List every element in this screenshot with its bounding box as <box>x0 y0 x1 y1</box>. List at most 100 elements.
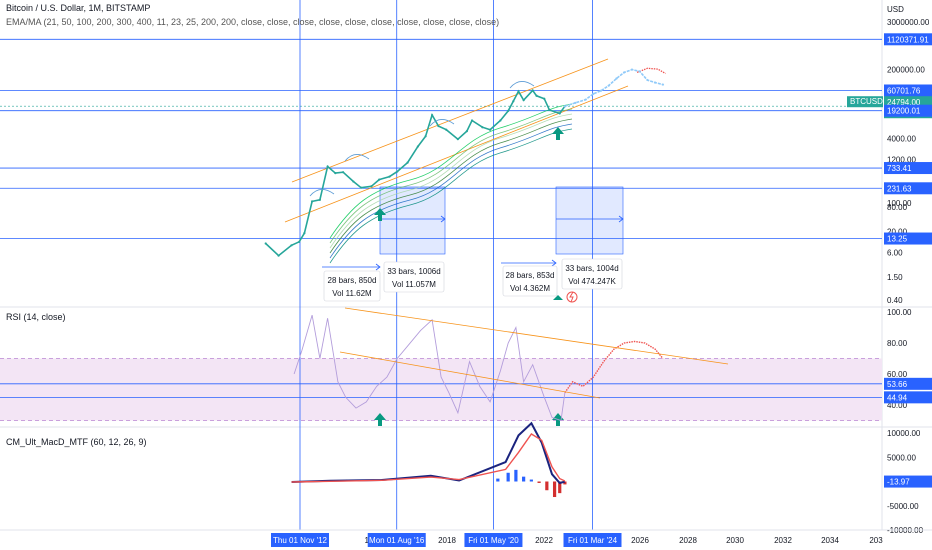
macd-histogram-bar <box>558 481 562 494</box>
rsi-level-tag <box>884 391 932 404</box>
projection-point <box>607 84 610 87</box>
moving-average-line <box>329 118 573 254</box>
projection-point <box>623 71 626 74</box>
projection-point <box>630 68 634 71</box>
price-point <box>334 171 337 175</box>
price-axis-tick-label: 0.40 <box>887 296 903 305</box>
annotation-bars: 28 bars, 850d <box>328 276 377 285</box>
time-axis-year: 2032 <box>774 536 792 545</box>
price-point <box>512 100 515 103</box>
price-axis-tick-label: 1200.00 <box>887 155 916 164</box>
macd-histogram-bar <box>506 472 510 482</box>
price-axis-tick-label: 4000.00 <box>887 134 916 143</box>
price-axis-tick-label: 3000000.00 <box>887 18 930 27</box>
projection-point <box>563 105 567 108</box>
projection-point <box>661 83 665 86</box>
price-level-tag <box>884 33 932 46</box>
price-point <box>481 126 484 129</box>
price-point <box>318 198 321 201</box>
channel-line-upper <box>291 58 609 183</box>
macd-signal-line <box>291 433 566 483</box>
price-point <box>378 178 381 181</box>
price-point <box>535 94 538 97</box>
moving-average-line <box>329 103 573 239</box>
macd-value-tag-text: -13.97 <box>887 478 910 487</box>
price-point <box>470 119 474 122</box>
small-triangle-icon <box>553 295 563 300</box>
price-axis-tick-label: 200000.00 <box>887 66 925 75</box>
price-point <box>437 124 440 128</box>
cycle-top-arc <box>429 119 455 127</box>
rsi-trend-line-upper <box>344 307 729 365</box>
price-projection-arc <box>636 67 666 75</box>
price-point <box>543 97 546 100</box>
macd-histogram-bar <box>496 478 500 482</box>
date-range-box <box>555 186 624 255</box>
cycle-top-arc <box>344 154 370 162</box>
range-arrow-head <box>618 215 624 223</box>
macd-histogram-bar <box>537 481 541 483</box>
time-axis-year: 203 <box>869 536 883 545</box>
price-point <box>290 244 293 247</box>
price-level-tag <box>884 232 932 245</box>
price-point <box>445 128 448 131</box>
time-axis-year: 2030 <box>726 536 744 545</box>
annotation-vol: Vol 474.247K <box>568 277 616 286</box>
price-level-tag-text: 1120371.91 <box>887 35 929 44</box>
moving-average-line <box>329 123 573 259</box>
macd-histogram-bar <box>552 481 557 498</box>
price-point <box>531 89 534 92</box>
time-axis-year: 2022 <box>535 536 553 545</box>
rsi-axis-tick-label: 100.00 <box>887 308 912 317</box>
projection-point <box>638 70 641 73</box>
range-arrow-head <box>440 215 446 223</box>
up-arrow-icon <box>552 127 564 140</box>
support-level-tag-text: 19200.01 <box>887 107 921 116</box>
cycle-top-arc <box>509 81 535 89</box>
cycle-top-arc <box>309 189 335 197</box>
btc-price-text: 24794.00 <box>887 98 921 107</box>
macd-histogram-bar <box>522 476 526 482</box>
price-point <box>558 112 561 115</box>
price-axis-tick-label: 80.00 <box>887 203 908 212</box>
annotation-vol: Vol 11.057M <box>392 280 436 289</box>
macd-axis-tick-label: 10000.00 <box>887 429 921 438</box>
rsi-level-tag-text: 44.94 <box>887 393 908 402</box>
macd-line <box>291 421 566 485</box>
price-point <box>298 240 301 243</box>
rsi-panel-title: RSI (14, close) <box>6 312 66 322</box>
price-point <box>416 145 419 148</box>
price-history-line <box>265 89 566 257</box>
bolt-icon-glyph <box>569 291 574 303</box>
up-arrow-icon <box>374 413 386 426</box>
ema-ma-legend: EMA/MA (21, 50, 100, 200, 300, 400, 11, … <box>6 17 500 27</box>
price-point <box>406 161 409 164</box>
price-level-tag <box>884 182 932 195</box>
price-point <box>522 99 525 102</box>
price-level-tag-text: 60701.76 <box>887 86 921 95</box>
price-axis-tick-label: 20.00 <box>887 227 908 236</box>
time-date-tag <box>271 533 329 547</box>
price-level-tag-text: 733.41 <box>887 164 912 173</box>
price-axis-tick-label: 6.00 <box>887 248 903 257</box>
moving-average-line <box>329 128 573 264</box>
up-arrow-icon <box>374 208 386 221</box>
time-date-tag <box>563 533 622 547</box>
btc-symbol-tag <box>847 96 883 108</box>
price-level-tag-text: 13.25 <box>887 235 908 244</box>
price-projection-line <box>564 68 664 107</box>
time-date-tag-text: Thu 01 Nov '12 <box>273 536 328 545</box>
date-range-box <box>379 186 446 255</box>
time-date-tag-text: Mon 01 Aug '16 <box>369 536 425 545</box>
macd-panel-title: CM_Ult_MacD_MTF (60, 12, 26, 9) <box>6 437 147 447</box>
price-point <box>341 171 345 174</box>
rsi-axis-tick-label: 40.00 <box>887 401 908 410</box>
support-level-tag <box>884 104 932 117</box>
annotation-vol: Vol 11.62M <box>332 289 372 298</box>
price-point <box>499 119 502 122</box>
price-point <box>303 232 306 235</box>
axis-currency-label: USD <box>887 5 904 14</box>
price-axis-tick-label: 100.00 <box>887 199 912 208</box>
projection-point <box>592 92 595 96</box>
